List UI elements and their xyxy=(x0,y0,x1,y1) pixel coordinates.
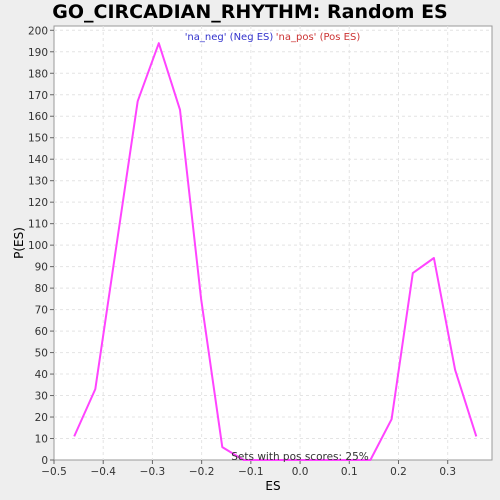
y-tick-label: 140 xyxy=(28,154,48,166)
x-tick-label: −0.1 xyxy=(238,466,264,478)
y-tick-label: 110 xyxy=(28,219,48,231)
legend-entry-pos: 'na_pos' (Pos ES) xyxy=(276,32,361,43)
x-tick-label: 0.1 xyxy=(341,466,358,478)
y-tick-label: 90 xyxy=(35,262,48,274)
y-tick-label: 190 xyxy=(28,47,48,59)
y-tick-label: 160 xyxy=(28,111,48,123)
y-axis-title: P(ES) xyxy=(12,227,26,259)
y-tick-label: 60 xyxy=(35,326,48,338)
plot-area xyxy=(54,26,492,460)
x-tick-label: 0.3 xyxy=(439,466,456,478)
x-tick-label: −0.4 xyxy=(90,466,116,478)
x-tick-label: −0.3 xyxy=(140,466,166,478)
x-tick-label: 0.2 xyxy=(390,466,407,478)
y-axis: 0 10 20 30 40 50 60 70 80 90 100 110 120 130 140 150 160… xyxy=(28,25,54,467)
y-tick-label: 30 xyxy=(35,391,48,403)
y-tick-label: 200 xyxy=(28,25,48,37)
legend-entry-neg: 'na_neg' (Neg ES) xyxy=(185,32,274,43)
x-tick-label: −0.5 xyxy=(41,466,67,478)
y-tick-label: 0 xyxy=(41,455,48,467)
y-tick-label: 130 xyxy=(28,176,48,188)
y-tick-label: 70 xyxy=(35,305,48,317)
y-tick-label: 120 xyxy=(28,197,48,209)
x-tick-label: 0.0 xyxy=(292,466,309,478)
y-tick-label: 40 xyxy=(35,369,48,381)
y-tick-label: 170 xyxy=(28,90,48,102)
y-tick-label: 10 xyxy=(35,434,48,446)
y-tick-label: 20 xyxy=(35,412,48,424)
y-tick-label: 180 xyxy=(28,68,48,80)
x-tick-label: −0.2 xyxy=(189,466,215,478)
y-tick-label: 50 xyxy=(35,348,48,360)
y-tick-label: 150 xyxy=(28,133,48,145)
y-tick-label: 80 xyxy=(35,283,48,295)
y-tick-label: 100 xyxy=(28,240,48,252)
x-axis-title: ES xyxy=(265,479,280,493)
pos-score-annotation: Sets with pos scores: 25% xyxy=(231,451,368,463)
